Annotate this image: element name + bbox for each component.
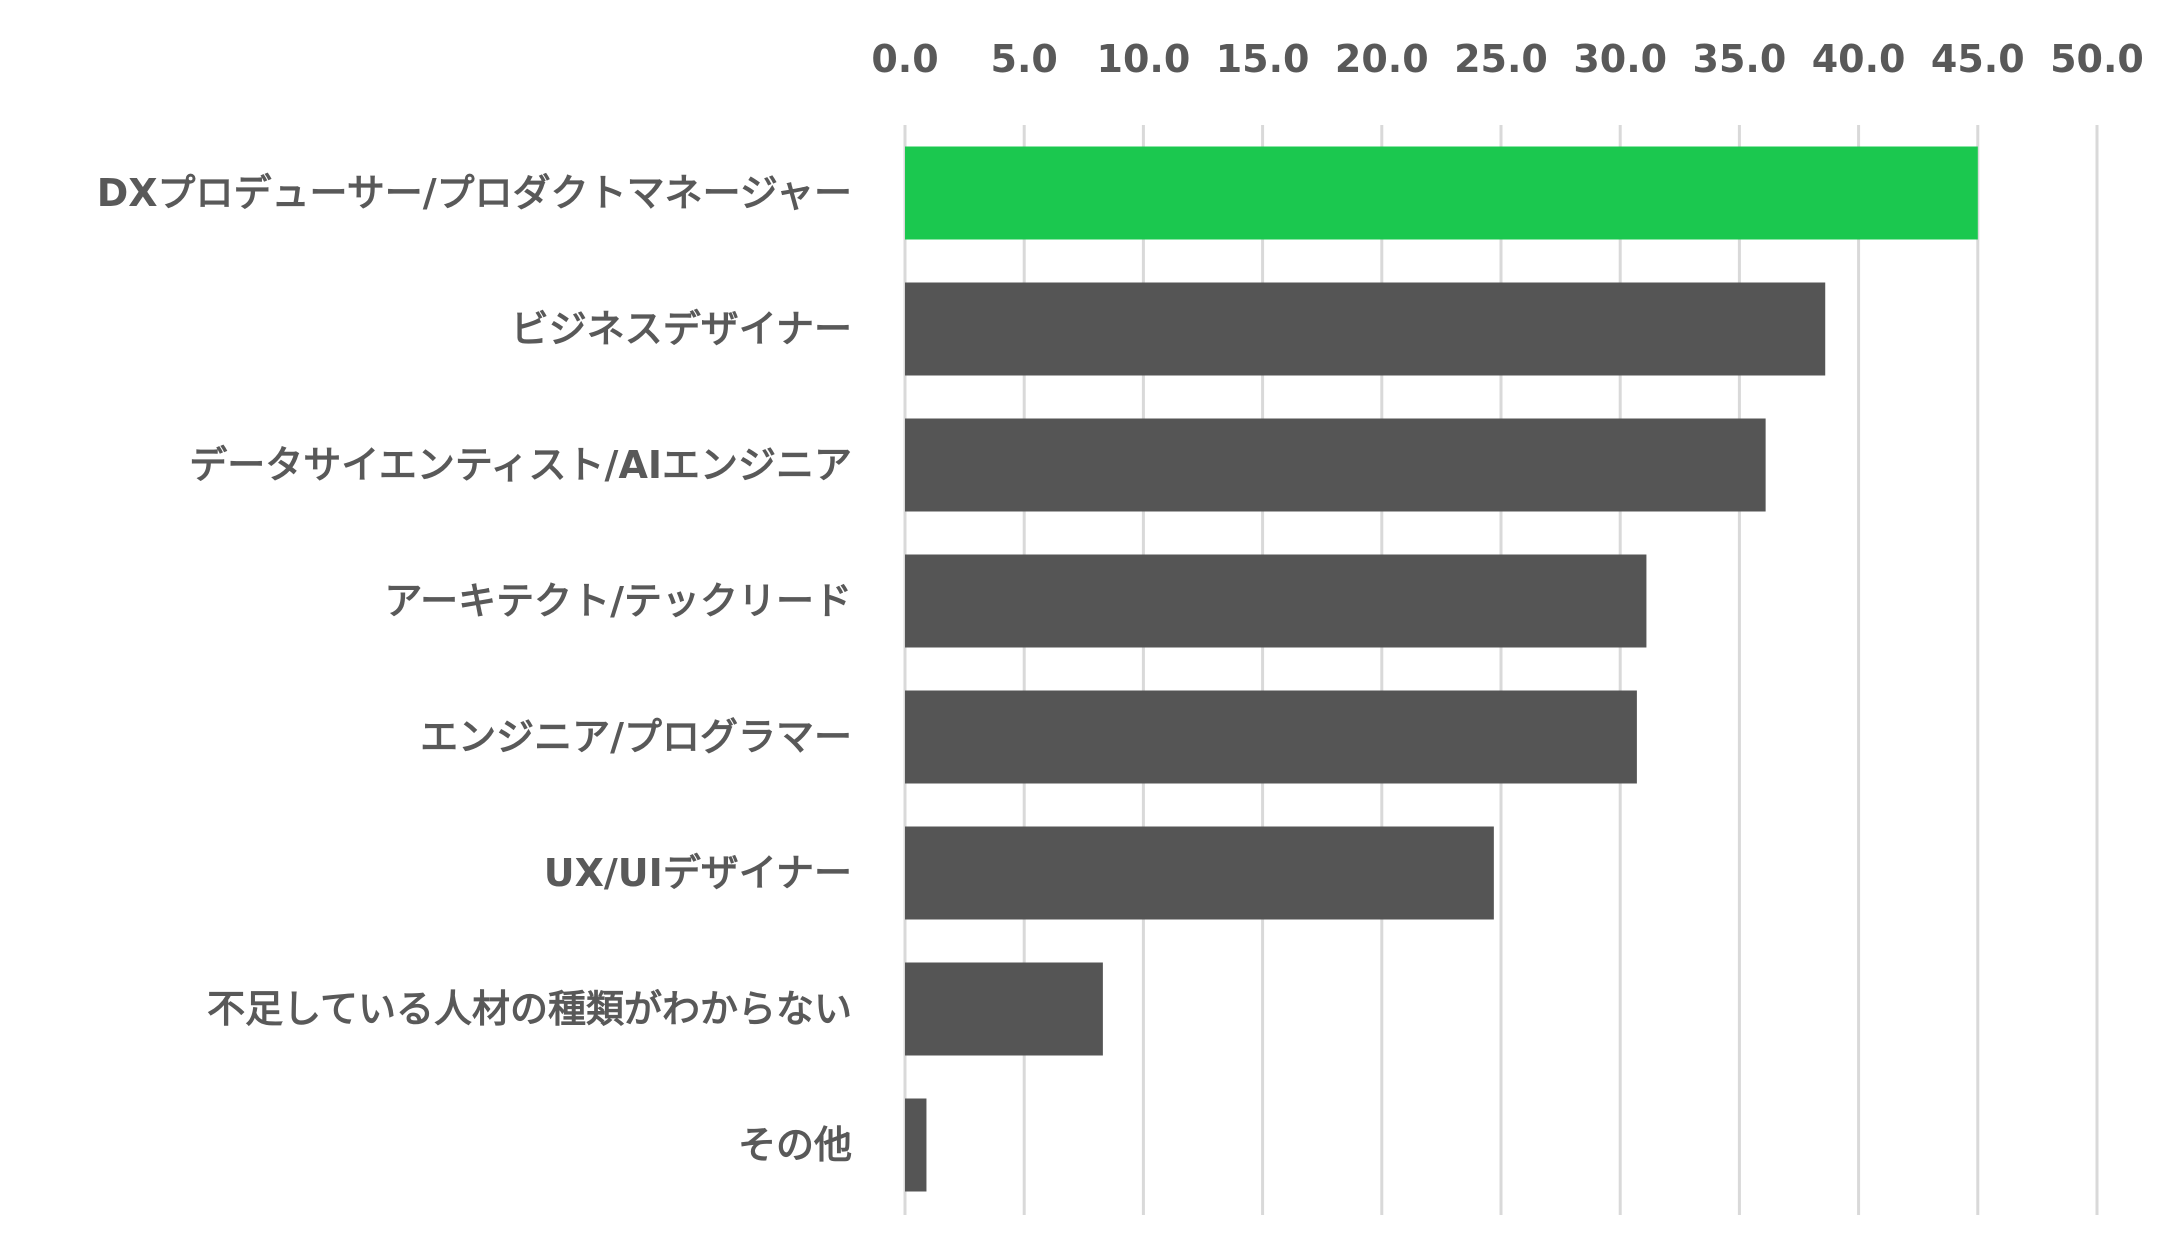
- category-label: UX/UIデザイナー: [544, 851, 852, 895]
- bar: [905, 962, 1103, 1056]
- bar: [905, 554, 1647, 648]
- x-axis-tick-labels: 0.0 5.0 10.0 15.0 20.0 25.0 30.0 35.0 40.0 45.0 50…: [871, 37, 2144, 81]
- bar: [905, 282, 1826, 376]
- x-tick-label: 10.0: [1097, 37, 1191, 81]
- x-tick-label: 30.0: [1573, 37, 1667, 81]
- bar: [905, 146, 1978, 240]
- bar: [905, 826, 1494, 920]
- x-tick-label: 20.0: [1335, 37, 1429, 81]
- category-label: エンジニア/プログラマー: [420, 715, 852, 759]
- x-tick-label: 25.0: [1454, 37, 1548, 81]
- category-labels: DXプロデューサー/プロダクトマネージャービジネスデザイナーデータサイエンティス…: [97, 171, 852, 1167]
- bar: [905, 418, 1766, 512]
- bar: [905, 690, 1637, 784]
- category-label: アーキテクト/テックリード: [384, 579, 852, 623]
- x-tick-label: 15.0: [1216, 37, 1310, 81]
- x-tick-label: 35.0: [1693, 37, 1787, 81]
- bar: [905, 1098, 927, 1192]
- x-tick-label: 40.0: [1812, 37, 1906, 81]
- category-label: 不足している人材の種類がわからない: [207, 987, 852, 1031]
- x-tick-label: 45.0: [1931, 37, 2025, 81]
- bars: [905, 146, 1978, 1192]
- x-tick-label: 5.0: [991, 37, 1058, 81]
- category-label: ビジネスデザイナー: [511, 307, 852, 351]
- x-tick-label: 0.0: [871, 37, 938, 81]
- category-label: その他: [738, 1123, 852, 1167]
- category-label: データサイエンティスト/AIエンジニア: [189, 443, 852, 487]
- x-tick-label: 50.0: [2050, 37, 2144, 81]
- category-label: DXプロデューサー/プロダクトマネージャー: [97, 171, 852, 215]
